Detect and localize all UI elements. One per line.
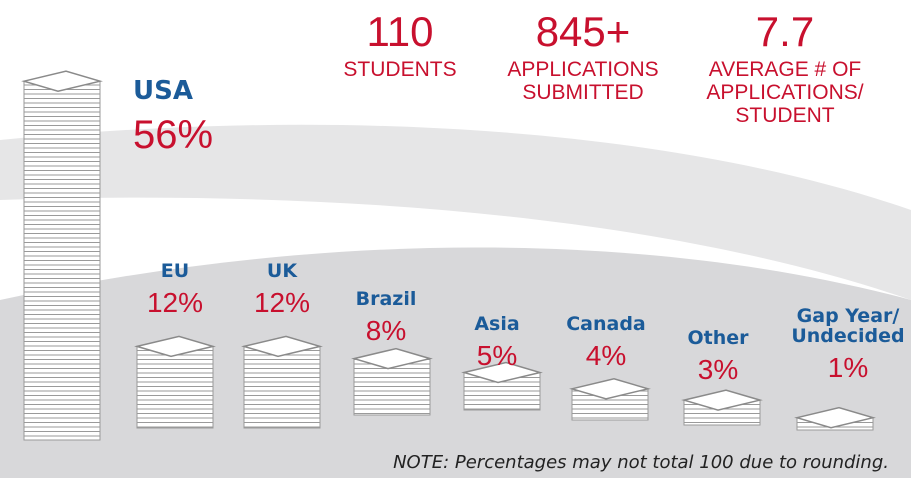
paper-stack [24, 81, 100, 440]
stat-label: APPLICATIONS SUBMITTED [498, 58, 668, 104]
stat-label: STUDENTS [335, 58, 465, 81]
category-name: Brazil [336, 290, 436, 310]
stat-figure: 7.7 [700, 10, 870, 54]
category-name: USA [133, 78, 193, 105]
infographic: NOTE: Percentages may not total 100 due … [0, 0, 911, 478]
value-label: 3% [673, 355, 763, 384]
value-label: 8% [336, 316, 436, 345]
value-label: 56% [133, 114, 213, 156]
stat-figure: 845+ [498, 10, 668, 54]
value-label: 1% [783, 353, 911, 382]
category-name: Asia [452, 315, 542, 335]
value-label: 4% [556, 341, 656, 370]
category-name: UK [237, 262, 327, 282]
paper-stack [244, 346, 320, 428]
value-label: 12% [237, 288, 327, 317]
stat-figure: 110 [335, 10, 465, 54]
value-label: 5% [452, 341, 542, 370]
value-label: 12% [130, 288, 220, 317]
stat-label: AVERAGE # OF APPLICATIONS/ STUDENT [700, 58, 870, 127]
paper-stack [137, 346, 213, 428]
category-name: EU [130, 262, 220, 282]
category-name: Canada [556, 315, 656, 335]
category-name: Gap Year/ Undecided [783, 307, 911, 347]
category-name: Other [673, 329, 763, 349]
footnote: NOTE: Percentages may not total 100 due … [393, 452, 889, 473]
